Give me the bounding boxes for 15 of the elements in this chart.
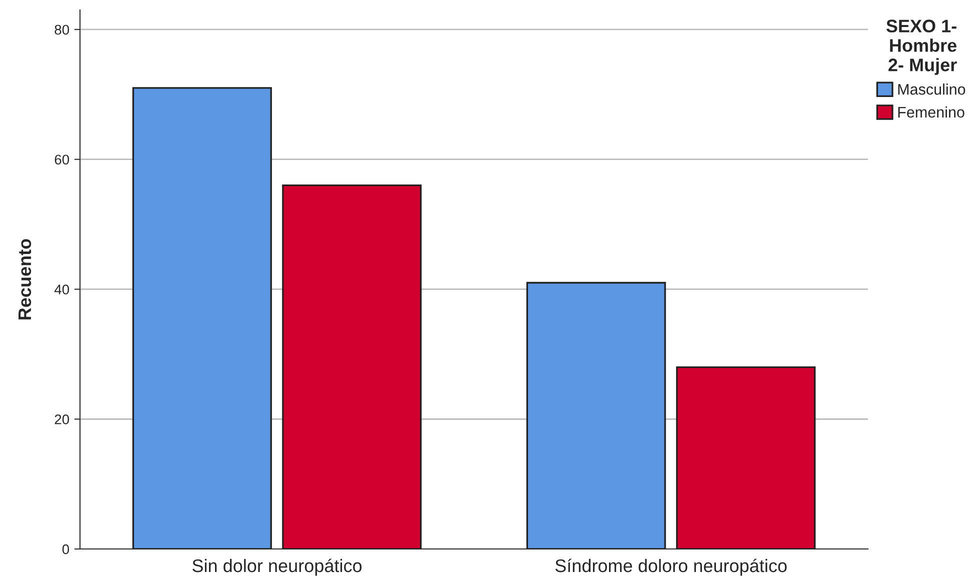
bar <box>526 282 666 549</box>
y-tick-label: 40 <box>54 284 70 294</box>
y-tick-label: 20 <box>54 414 70 424</box>
x-tick-label: Síndrome doloro neuropático <box>555 558 787 576</box>
legend-title: SEXO 1- Hombre 2- Mujer <box>886 20 957 75</box>
y-tick-label: 80 <box>54 24 70 35</box>
x-tick-label: Sin dolor neuropático <box>192 558 362 576</box>
y-axis-title: Recuento <box>18 239 32 320</box>
legend-label: Masculino <box>898 84 966 95</box>
y-tick-label: 60 <box>54 154 70 165</box>
legend-label: Femenino <box>898 106 964 118</box>
bar <box>282 184 422 549</box>
bar <box>132 87 272 549</box>
y-tick-label: 0 <box>62 544 70 554</box>
bar <box>676 366 816 549</box>
